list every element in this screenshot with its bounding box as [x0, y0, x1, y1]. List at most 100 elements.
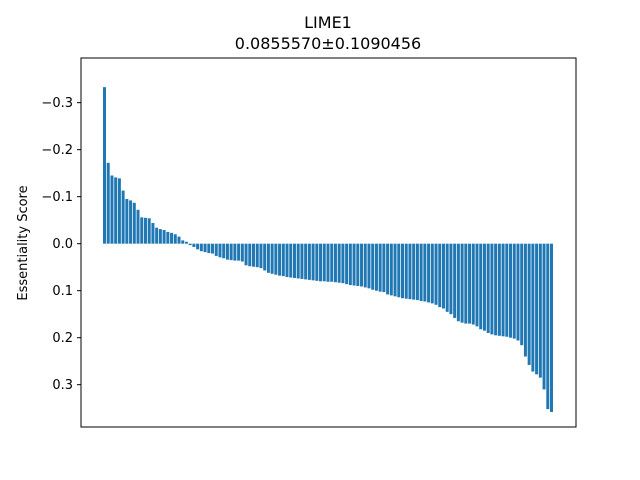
- bar: [103, 87, 106, 244]
- bar: [374, 243, 378, 291]
- bar: [367, 243, 371, 289]
- bar: [266, 243, 270, 273]
- bar: [393, 243, 397, 297]
- bar: [363, 243, 367, 288]
- bar: [408, 243, 412, 300]
- bar: [114, 177, 118, 244]
- chart-subtitle: 0.0855570±0.1090456: [235, 34, 421, 53]
- bar: [252, 243, 255, 267]
- bar: [546, 243, 550, 410]
- bar: [110, 175, 114, 244]
- bar: [214, 243, 218, 256]
- bar: [550, 243, 553, 412]
- bar: [468, 243, 472, 324]
- bar: [412, 243, 416, 300]
- bar: [155, 227, 159, 244]
- bar: [516, 243, 520, 341]
- bar: [173, 234, 177, 244]
- bar: [464, 243, 468, 324]
- bar: [270, 243, 274, 274]
- bar: [129, 200, 133, 244]
- bar: [438, 243, 442, 308]
- bar: [341, 243, 345, 284]
- bar: [181, 240, 185, 244]
- bar: [281, 243, 285, 277]
- bar: [121, 190, 125, 244]
- bar: [322, 243, 326, 282]
- bar: [326, 243, 330, 282]
- bar: [196, 243, 200, 250]
- bar: [233, 243, 237, 261]
- y-tick-label: −0.3: [41, 96, 73, 111]
- bar: [203, 243, 207, 253]
- bar: [348, 243, 352, 286]
- bar: [192, 243, 196, 247]
- bar: [427, 243, 431, 303]
- bar: [423, 243, 427, 302]
- bar: [490, 243, 494, 335]
- bar: [244, 243, 248, 266]
- bar: [520, 243, 524, 346]
- bar: [151, 222, 155, 244]
- bar: [285, 243, 289, 278]
- y-tick-label: 0.3: [52, 378, 73, 393]
- bar: [199, 243, 203, 252]
- bar: [117, 178, 121, 244]
- bar: [475, 243, 479, 327]
- bar: [330, 243, 334, 282]
- bar: [136, 209, 140, 244]
- bar: [538, 243, 542, 378]
- bar: [170, 232, 174, 244]
- bar: [505, 243, 509, 337]
- bar: [449, 243, 453, 315]
- bars-group: [103, 87, 553, 412]
- bar: [229, 243, 233, 261]
- bar: [143, 217, 147, 244]
- bar: [255, 243, 259, 268]
- bar: [371, 243, 375, 290]
- bar: [397, 243, 401, 298]
- bar: [240, 243, 244, 262]
- bar: [494, 243, 498, 336]
- y-tick-label: 0.1: [52, 284, 73, 299]
- bar: [378, 243, 382, 292]
- bar: [300, 243, 304, 279]
- bar: [430, 243, 434, 304]
- bar: [441, 243, 445, 309]
- bar: [479, 243, 483, 330]
- chart-title: LIME1: [304, 13, 352, 32]
- bar: [289, 243, 293, 278]
- bar: [263, 243, 267, 271]
- bar: [278, 243, 282, 276]
- bar: [225, 243, 229, 260]
- bar: [211, 243, 215, 254]
- bar: [456, 243, 460, 322]
- bar: [274, 243, 278, 275]
- bar: [415, 243, 419, 301]
- bar: [207, 243, 211, 254]
- y-axis-label: Essentiality Score: [16, 185, 31, 300]
- bar: [501, 243, 505, 337]
- bar: [132, 202, 136, 244]
- bar: [188, 243, 192, 246]
- bar: [304, 243, 308, 280]
- bar: [125, 199, 129, 244]
- bar: [333, 243, 337, 283]
- bar: [471, 243, 475, 325]
- bar: [218, 243, 222, 258]
- bar: [401, 243, 404, 299]
- plot-area-frame: [80, 57, 577, 428]
- bar: [419, 243, 423, 302]
- bar: [147, 218, 151, 244]
- bar: [177, 236, 181, 244]
- bar: [315, 243, 319, 281]
- bar: [237, 243, 241, 261]
- bar: [307, 243, 311, 280]
- bar: [337, 243, 341, 283]
- bar: [486, 243, 490, 333]
- y-axis-ticks: −0.3 −0.2 −0.1 0.0 0.1 0.2 0.3: [41, 96, 81, 393]
- bar: [453, 243, 457, 318]
- bar: [356, 243, 360, 286]
